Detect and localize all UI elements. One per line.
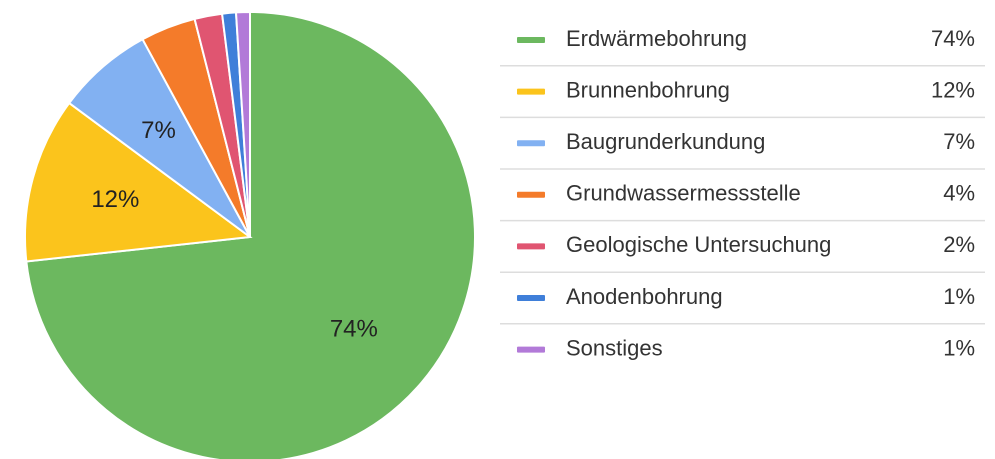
slice-label: 12% (91, 186, 139, 213)
legend-swatch (517, 295, 545, 301)
legend-swatch (517, 346, 545, 353)
legend-label: Erdwärmebohrung (566, 26, 747, 51)
pie-slice (234, 10, 251, 238)
legend-value: 7% (943, 129, 975, 154)
legend-label: Grundwassermessstelle (566, 181, 801, 206)
slice-label: 74% (330, 315, 378, 342)
legend-value: 12% (931, 77, 975, 102)
legend-label: Anodenbohrung (566, 284, 723, 309)
legend-label: Sonstiges (566, 335, 663, 360)
legend-value: 4% (943, 181, 975, 206)
legend-swatch (517, 88, 545, 95)
pie: 74% 12% 7% (24, 10, 476, 459)
legend-swatch (517, 191, 545, 198)
pie-slice (24, 101, 253, 263)
legend-label: Baugrunderkundung (566, 129, 765, 154)
legend: Erdwärmebohrung 74% Brunnenbohrung 12% Baugr… (500, 26, 985, 360)
legend-value: 1% (943, 335, 975, 360)
legend-value: 2% (943, 232, 975, 257)
legend-swatch (517, 37, 545, 43)
legend-label: Geologische Untersuchung (566, 232, 831, 257)
legend-value: 1% (943, 284, 975, 309)
legend-label: Brunnenbohrung (566, 77, 730, 102)
legend-value: 74% (931, 26, 975, 51)
legend-swatch (517, 140, 545, 147)
slice-label: 7% (141, 117, 176, 144)
legend-swatch (517, 243, 545, 250)
